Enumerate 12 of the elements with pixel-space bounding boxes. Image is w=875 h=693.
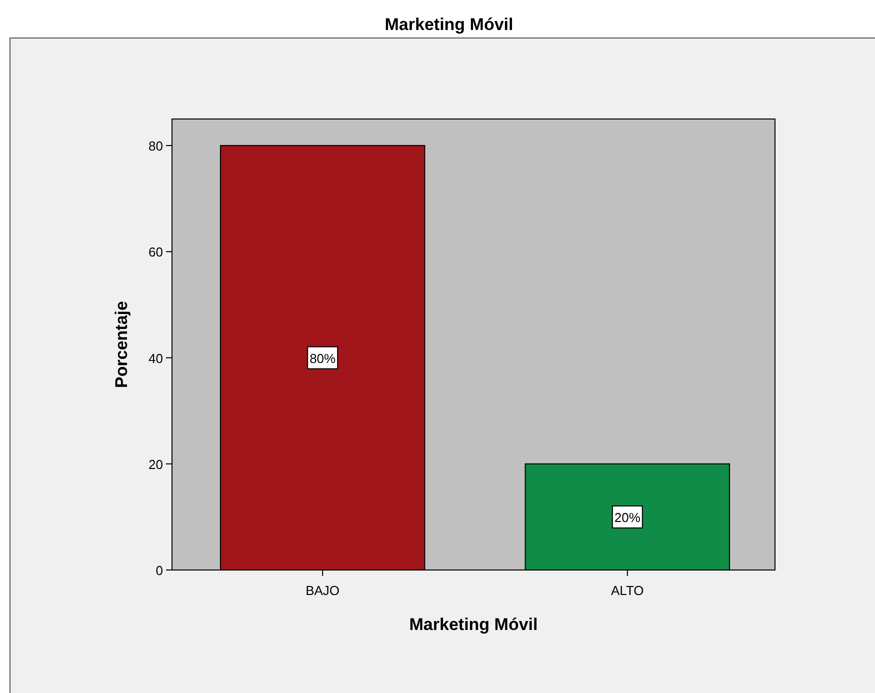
chart-title: Marketing Móvil [384, 15, 514, 34]
y-tick-label: 60 [148, 244, 163, 260]
y-axis-title: Porcentaje [112, 301, 131, 388]
x-tick-label: BAJO [306, 583, 340, 598]
x-axis-title: Marketing Móvil [409, 615, 538, 634]
y-tick-label: 0 [156, 563, 163, 578]
y-tick-label: 20 [148, 456, 163, 472]
data-label: 80% [310, 350, 336, 366]
y-tick-label: 80 [148, 138, 163, 154]
y-tick-label: 40 [148, 350, 163, 366]
x-tick-label: ALTO [611, 583, 644, 598]
data-label: 20% [614, 510, 641, 525]
